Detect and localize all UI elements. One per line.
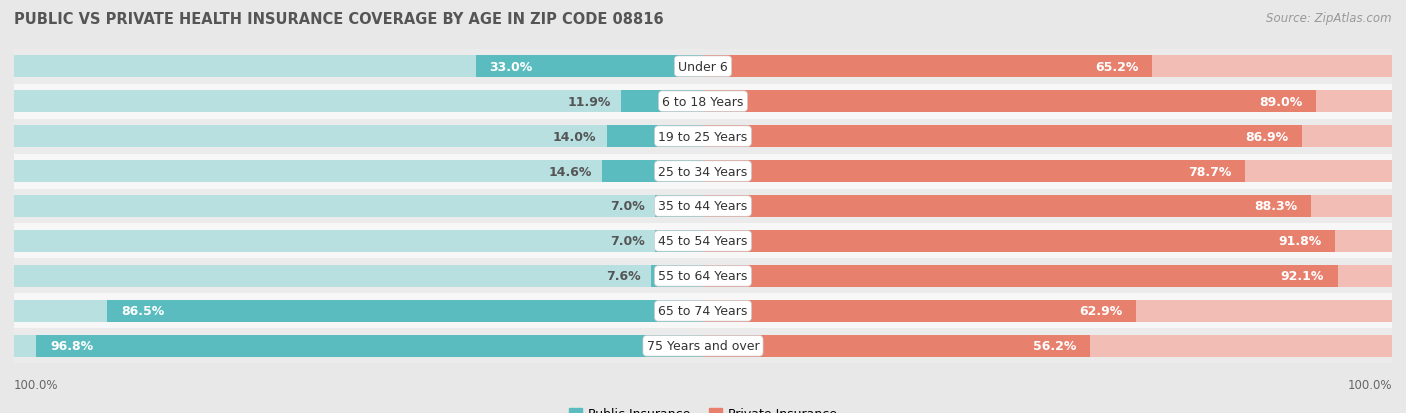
Bar bbox=[703, 335, 1090, 357]
Text: 92.1%: 92.1% bbox=[1281, 270, 1323, 283]
Text: 91.8%: 91.8% bbox=[1278, 235, 1322, 248]
Bar bbox=[655, 230, 703, 252]
Text: 11.9%: 11.9% bbox=[567, 95, 610, 108]
Bar bbox=[475, 56, 703, 78]
Bar bbox=[703, 266, 1392, 287]
Bar bbox=[703, 230, 1336, 252]
Bar bbox=[703, 56, 1392, 78]
Text: 56.2%: 56.2% bbox=[1033, 339, 1077, 352]
Bar bbox=[14, 84, 1392, 119]
Text: 14.0%: 14.0% bbox=[553, 130, 596, 143]
Text: 7.6%: 7.6% bbox=[606, 270, 640, 283]
Bar bbox=[703, 91, 1392, 113]
Text: Source: ZipAtlas.com: Source: ZipAtlas.com bbox=[1267, 12, 1392, 25]
Bar bbox=[14, 56, 703, 78]
Bar bbox=[14, 161, 703, 183]
Text: 65 to 74 Years: 65 to 74 Years bbox=[658, 305, 748, 318]
Text: 89.0%: 89.0% bbox=[1260, 95, 1302, 108]
Text: 19 to 25 Years: 19 to 25 Years bbox=[658, 130, 748, 143]
Bar bbox=[703, 300, 1392, 322]
Text: 62.9%: 62.9% bbox=[1080, 305, 1122, 318]
Bar bbox=[14, 154, 1392, 189]
Bar bbox=[14, 91, 703, 113]
Text: 100.0%: 100.0% bbox=[1347, 378, 1392, 391]
Bar bbox=[651, 266, 703, 287]
Bar bbox=[14, 126, 703, 147]
Text: 45 to 54 Years: 45 to 54 Years bbox=[658, 235, 748, 248]
Text: 86.9%: 86.9% bbox=[1244, 130, 1288, 143]
Bar bbox=[621, 91, 703, 113]
Text: 7.0%: 7.0% bbox=[610, 200, 644, 213]
Text: 55 to 64 Years: 55 to 64 Years bbox=[658, 270, 748, 283]
Text: 88.3%: 88.3% bbox=[1254, 200, 1298, 213]
Bar bbox=[703, 300, 1136, 322]
Bar bbox=[14, 189, 1392, 224]
Text: 14.6%: 14.6% bbox=[548, 165, 592, 178]
Legend: Public Insurance, Private Insurance: Public Insurance, Private Insurance bbox=[562, 401, 844, 413]
Text: 25 to 34 Years: 25 to 34 Years bbox=[658, 165, 748, 178]
Bar bbox=[655, 196, 703, 217]
Text: 78.7%: 78.7% bbox=[1188, 165, 1232, 178]
Bar bbox=[14, 50, 1392, 84]
Bar bbox=[14, 224, 1392, 259]
Bar bbox=[14, 119, 1392, 154]
Text: 33.0%: 33.0% bbox=[489, 61, 533, 74]
Bar bbox=[602, 161, 703, 183]
Bar bbox=[606, 126, 703, 147]
Bar bbox=[703, 126, 1302, 147]
Bar bbox=[703, 335, 1392, 357]
Text: 86.5%: 86.5% bbox=[121, 305, 165, 318]
Bar bbox=[703, 126, 1392, 147]
Bar bbox=[14, 300, 703, 322]
Bar bbox=[107, 300, 703, 322]
Bar bbox=[703, 91, 1316, 113]
Bar bbox=[703, 56, 1152, 78]
Text: 65.2%: 65.2% bbox=[1095, 61, 1139, 74]
Text: Under 6: Under 6 bbox=[678, 61, 728, 74]
Bar bbox=[14, 335, 703, 357]
Text: 96.8%: 96.8% bbox=[49, 339, 93, 352]
Bar bbox=[703, 266, 1337, 287]
Bar bbox=[14, 230, 703, 252]
Bar bbox=[703, 196, 1392, 217]
Text: 35 to 44 Years: 35 to 44 Years bbox=[658, 200, 748, 213]
Bar bbox=[703, 230, 1392, 252]
Bar bbox=[14, 329, 1392, 363]
Text: 7.0%: 7.0% bbox=[610, 235, 644, 248]
Bar bbox=[703, 161, 1246, 183]
Bar bbox=[37, 335, 703, 357]
Bar bbox=[14, 294, 1392, 329]
Bar bbox=[703, 161, 1392, 183]
Text: 75 Years and over: 75 Years and over bbox=[647, 339, 759, 352]
Text: PUBLIC VS PRIVATE HEALTH INSURANCE COVERAGE BY AGE IN ZIP CODE 08816: PUBLIC VS PRIVATE HEALTH INSURANCE COVER… bbox=[14, 12, 664, 27]
Bar bbox=[14, 259, 1392, 294]
Bar bbox=[14, 266, 703, 287]
Bar bbox=[14, 196, 703, 217]
Text: 6 to 18 Years: 6 to 18 Years bbox=[662, 95, 744, 108]
Bar bbox=[703, 196, 1312, 217]
Text: 100.0%: 100.0% bbox=[14, 378, 59, 391]
